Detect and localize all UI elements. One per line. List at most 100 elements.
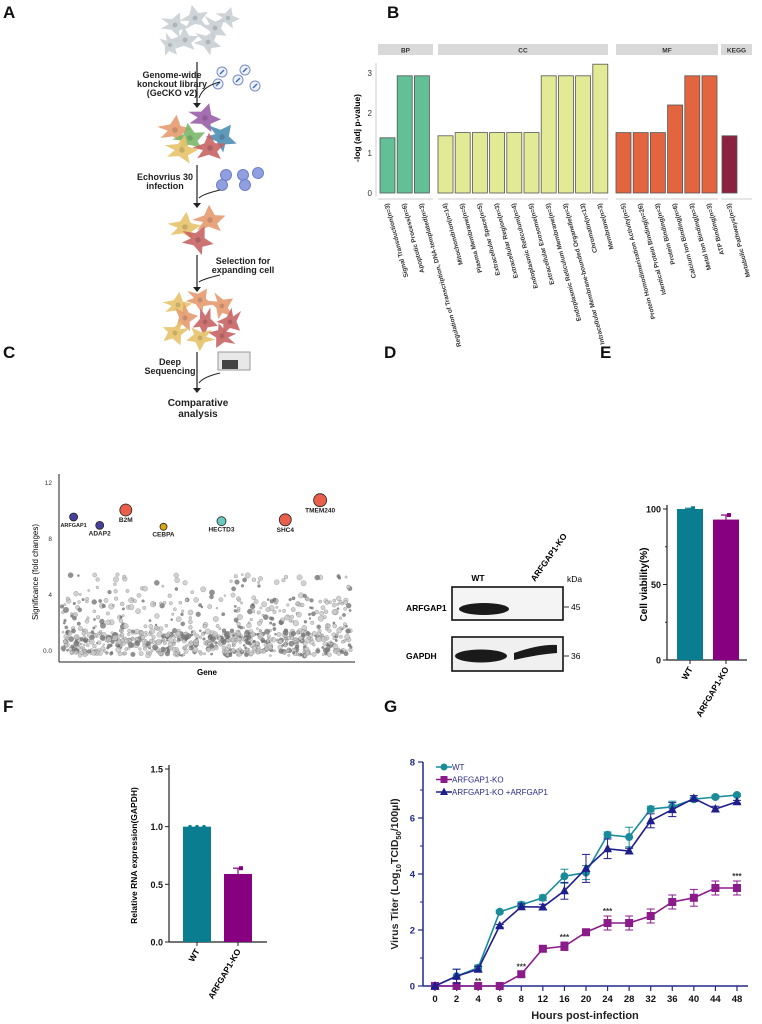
row-label-arfgap1: ARFGAP1: [406, 603, 447, 613]
gene-point: [205, 628, 211, 635]
data-point: [710, 804, 720, 813]
gene-point: [238, 635, 242, 639]
gene-point: [308, 612, 311, 616]
gene-point: [295, 652, 300, 656]
gene-point: [344, 575, 348, 579]
gene-point: [168, 601, 173, 605]
y-axis-label-part: 10: [394, 864, 403, 872]
data-point: [581, 928, 590, 937]
bar: [540, 75, 557, 194]
echovirus-icon: [237, 169, 249, 181]
gene-point: [258, 632, 264, 639]
gene-point: [274, 579, 280, 585]
gene-point: [302, 651, 305, 654]
merge-arrow-icon: [198, 372, 221, 384]
gene-point: [92, 609, 97, 614]
gene-point: [175, 616, 182, 622]
gene-point: [63, 603, 67, 606]
hit-gene-point-adap2: [95, 521, 105, 530]
y-tick-label: 0: [656, 656, 661, 666]
gene-point: [240, 601, 243, 605]
gene-point: [81, 630, 86, 636]
gene-point: [223, 594, 227, 597]
gene-point: [172, 642, 176, 647]
sgrna-icon: [252, 83, 258, 89]
data-point: [625, 919, 634, 927]
gene-point: [202, 637, 206, 641]
gene-point: [311, 631, 317, 636]
gene-point: [298, 603, 302, 607]
gene-point: [61, 630, 65, 634]
echovirus-icon: [239, 179, 251, 191]
gene-point: [73, 634, 80, 640]
gene-point: [296, 611, 302, 618]
gene-point: [71, 628, 76, 634]
cell-icon: [167, 211, 201, 240]
hit-gene-label: SHC4: [277, 527, 295, 534]
gene-point: [209, 643, 215, 649]
data-point: [667, 804, 677, 814]
arrowhead-icon: [193, 287, 201, 292]
gene-point: [212, 631, 218, 637]
band-gapdh-ko: [514, 644, 557, 660]
cell-nucleus-icon: [182, 37, 188, 43]
data-point: [538, 902, 548, 911]
gene-point: [120, 638, 125, 643]
gene-point: [258, 576, 263, 581]
gene-point: [225, 653, 230, 657]
facet-strip-cc: [438, 44, 608, 55]
gene-point: [173, 607, 177, 611]
gene-point: [209, 594, 214, 600]
cell-icon: [172, 122, 206, 150]
gene-point: [171, 612, 175, 616]
step-infection-line1: Echovrius 30: [137, 172, 193, 182]
gene-point: [282, 629, 289, 636]
gene-point: [305, 597, 309, 601]
sgrna-icon: [219, 69, 225, 75]
step-infection-line2: infection: [146, 181, 184, 191]
gene-point: [331, 602, 337, 608]
data-point: [495, 907, 504, 916]
y-tick-label: 2: [368, 109, 373, 118]
gene-point: [167, 641, 173, 647]
cell-icon: [162, 291, 192, 317]
data-point: [646, 815, 656, 825]
x-tick-label: 36: [667, 994, 678, 1005]
gene-point: [296, 642, 299, 645]
bar: [615, 132, 632, 194]
x-tick-label: 16: [559, 994, 570, 1005]
gene-point: [134, 636, 139, 641]
gene-point: [257, 584, 261, 588]
replicate-point: [188, 824, 192, 829]
panel-label-d: D: [384, 343, 396, 362]
gene-point: [170, 618, 173, 621]
hit-gene-point-tmem240: [313, 493, 328, 508]
gene-point: [266, 638, 270, 643]
gene-point: [93, 632, 98, 638]
panel-label-f: F: [3, 697, 13, 716]
gene-point: [72, 601, 76, 606]
gene-point: [305, 650, 310, 656]
lane-label-wt: WT: [471, 573, 485, 583]
gene-point: [175, 631, 182, 637]
merge-arrow-icon: [198, 274, 221, 283]
gene-point: [284, 639, 289, 643]
cell-body-icon: [192, 132, 226, 160]
gene-point: [246, 622, 252, 629]
gene-point: [289, 614, 294, 619]
gene-point: [263, 614, 269, 620]
gene-point: [335, 632, 339, 636]
gene-point: [164, 651, 170, 657]
gene-point: [261, 601, 267, 608]
bar-wt: [677, 509, 703, 660]
cell-icon: [159, 32, 181, 56]
gene-point: [256, 620, 262, 626]
gene-point: [254, 641, 260, 646]
data-point: [474, 982, 483, 990]
gene-point: [93, 618, 96, 621]
gene-point: [291, 596, 296, 601]
series-line: [434, 794, 738, 987]
gene-point: [281, 578, 286, 583]
band-arfgap1-wt: [459, 603, 509, 615]
